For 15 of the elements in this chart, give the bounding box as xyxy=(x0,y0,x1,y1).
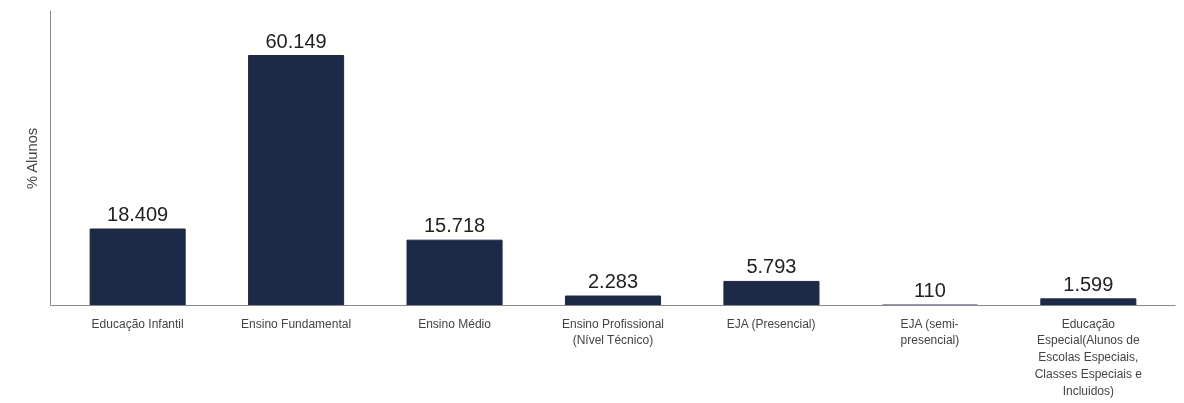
data-label: 18.409 xyxy=(107,202,169,225)
x-tick-label: Ensino Médio xyxy=(418,316,492,331)
x-tick-label: EJA (Presencial) xyxy=(726,316,816,331)
y-axis-title: % Alunos xyxy=(23,127,40,189)
x-tick-label: Ensino Profissional (Nível Técnico) xyxy=(561,316,665,348)
x-tick-label: Ensino Fundamental xyxy=(241,316,352,331)
data-label: 110 xyxy=(913,279,946,302)
data-label: 60.149 xyxy=(265,29,327,52)
x-tick-label: Educação Especial(Alunos de Escolas Especiais, Classes Especiais e Incluidos) xyxy=(1034,316,1143,398)
x-tick-label: EJA (semi-presencial) xyxy=(900,316,960,348)
data-label: 2.283 xyxy=(587,270,639,293)
data-label: 15.718 xyxy=(423,214,486,237)
x-tick-label: Educação Infantil xyxy=(91,316,184,331)
data-label: 5.793 xyxy=(746,255,797,278)
data-label: 1.599 xyxy=(1063,272,1114,295)
